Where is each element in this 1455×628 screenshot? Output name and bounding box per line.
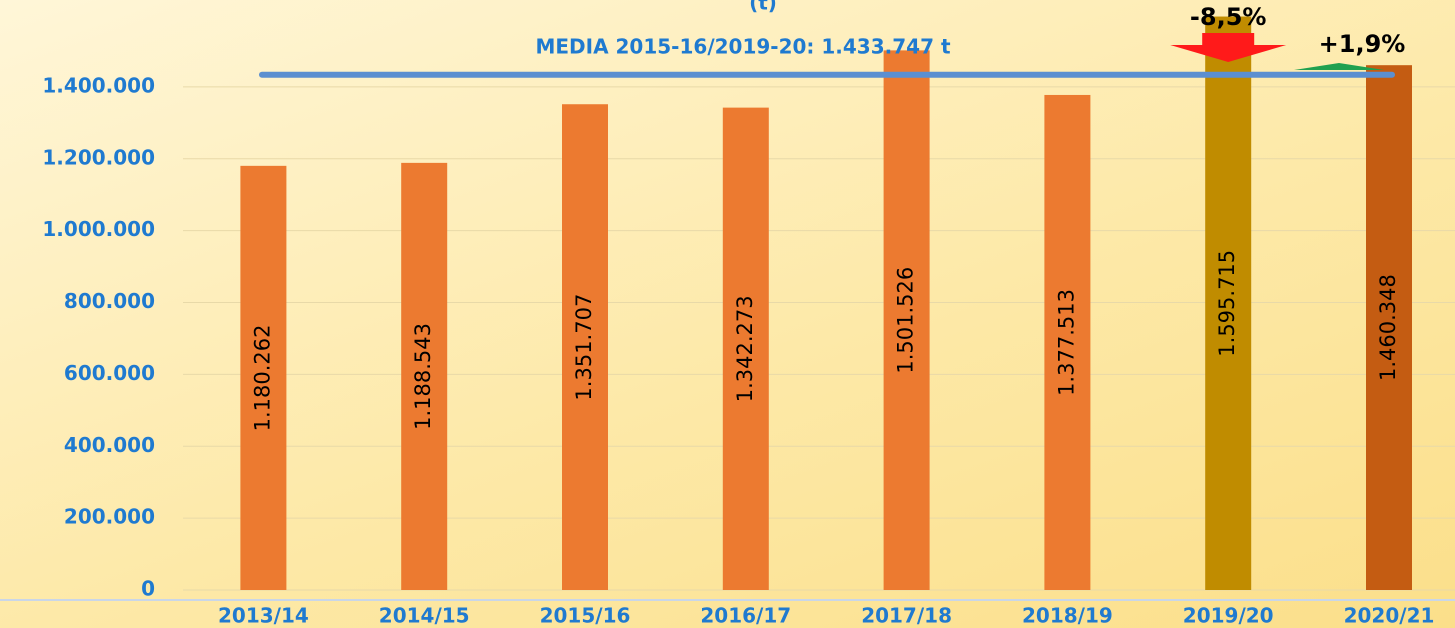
y-tick-label: 600.000 [64,361,155,385]
x-tick-label: 2019/20 [1183,604,1274,628]
bar [1044,94,1091,590]
annotation: +1,9% [1319,30,1406,58]
y-tick-label: 200.000 [64,505,155,529]
value-label: 1.377.513 [1054,289,1078,396]
bar [562,104,608,591]
value-label: 1.595.715 [1215,250,1239,357]
bar [883,50,930,590]
x-tick-label: 2016/17 [700,604,791,628]
average-label: MEDIA 2015-16/2019-20: 1.433.747 t [535,35,950,59]
arrow-down [1170,33,1287,62]
value-label: 1.180.262 [250,324,274,431]
x-tick-label: 2018/19 [1022,604,1113,628]
value-label: 1.460.348 [1376,274,1400,381]
bar [722,107,769,591]
value-label: 1.351.707 [572,294,596,401]
bar [401,162,448,590]
chart-subtitle: (t) [749,0,777,15]
y-tick-label: 400.000 [64,433,155,457]
x-tick-label: 2020/21 [1344,604,1435,628]
x-tick-label: 2017/18 [861,604,952,628]
bar [1366,65,1412,590]
y-tick-label: 1.000.000 [42,217,155,241]
y-tick-label: 1.400.000 [42,73,155,97]
value-label: 1.501.526 [894,267,918,374]
x-tick-label: 2014/15 [379,604,470,628]
y-tick-label: 800.000 [64,289,155,313]
y-tick-label: 1.200.000 [42,145,155,169]
x-tick-label: 2015/16 [540,604,631,628]
x-tick-label: 2013/14 [218,604,309,628]
bar [240,165,287,591]
value-label: 1.342.273 [733,295,757,402]
arrow-up [1294,63,1384,70]
y-tick-label: 0 [141,577,155,601]
annotation: -8,5% [1190,3,1267,31]
value-label: 1.188.543 [411,323,435,430]
bar [1205,16,1252,591]
